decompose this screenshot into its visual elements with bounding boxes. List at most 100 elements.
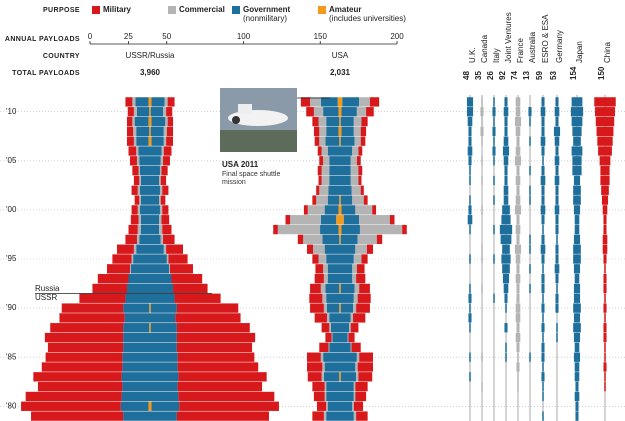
bar-segment [162,224,172,235]
bar [493,136,495,146]
bar [515,273,521,284]
bar-segment [150,323,177,333]
bar-segment [340,165,351,176]
bar-segment [340,303,354,313]
bar-segment [323,352,340,362]
bar-segment [354,136,361,146]
bar-segment [340,224,342,235]
bar-segment [164,97,168,107]
bar-segment [341,126,354,137]
bar-segment [340,401,353,411]
bar [469,352,471,362]
bar-segment [329,313,340,323]
bar-segment [361,116,368,127]
bar-segment [150,401,152,411]
bar-segment [159,165,162,176]
bar-segment [162,185,169,195]
bar-segment [151,136,164,146]
bar-segment [163,136,167,146]
bar [595,107,615,117]
y-tick-label: '10 [6,107,17,116]
bar-segment [320,215,337,225]
bar-segment [126,126,134,137]
bar [493,175,495,186]
bar-segment [160,156,164,166]
bar-segment [136,146,139,156]
bar-segment [353,381,356,392]
bar [555,273,559,284]
bar-segment [150,323,151,333]
bar [542,313,544,323]
bar-segment [353,401,364,411]
bar [515,303,521,313]
bar-segment [160,175,167,186]
bar [504,165,508,176]
bar [541,323,545,333]
bar [556,234,558,245]
bar-segment [340,313,351,323]
bar-segment [340,136,341,146]
bar-segment [133,107,137,117]
bar-segment [323,107,339,117]
bar-segment [340,146,353,156]
bar-segment [150,352,178,362]
bar-segment [50,323,124,333]
bar-segment [358,175,362,186]
bar-segment [340,175,351,186]
bar-segment [45,352,123,362]
bar [574,215,580,225]
bar-segment [136,136,149,146]
bar-segment [350,156,357,166]
bar-segment [329,156,340,166]
bar-segment [340,97,343,107]
bar-segment [355,205,373,215]
bar-segment [314,273,324,284]
bar [573,136,581,146]
bar-segment [140,195,150,205]
bar-segment [136,244,150,254]
bar [541,215,545,225]
bar [516,283,520,294]
bar [468,205,472,215]
bar-segment [150,273,172,284]
bar-segment [307,205,325,215]
bar-segment [310,303,324,313]
bar-segment [150,293,175,303]
bar-segment [125,293,150,303]
bar-segment [136,126,150,137]
bar [604,381,606,392]
bar-segment [340,411,354,421]
y-tick-label: '80 [6,401,17,410]
bar [493,156,495,166]
legend-swatch [318,6,326,14]
bar-segment [336,215,340,225]
bar [600,165,610,176]
bar-segment [360,185,364,195]
bar-segment [353,254,362,264]
bar [502,146,510,156]
bar-segment [389,215,395,225]
bar-segment [319,126,327,137]
y-tick-label: '85 [6,352,17,361]
bar [542,156,544,166]
bar-segment [353,313,366,323]
bar-segment [320,352,324,362]
annotation-note: Final space shuttle mission [222,171,281,186]
bar-segment [351,342,361,353]
bar-segment [306,362,323,372]
bar-segment [315,264,324,274]
bar [529,264,531,274]
bar-segment [133,136,137,146]
bar-segment [150,372,179,382]
bar-segment [135,97,149,107]
bar-segment [318,254,327,264]
bar [467,116,473,127]
bar-segment [352,401,354,411]
bar-segment [356,264,365,274]
bar-segment [134,116,149,127]
bar-segment [178,391,275,402]
bar [466,97,474,107]
bar-segment [159,185,163,195]
bar [554,205,560,215]
bar-segment [312,411,324,421]
